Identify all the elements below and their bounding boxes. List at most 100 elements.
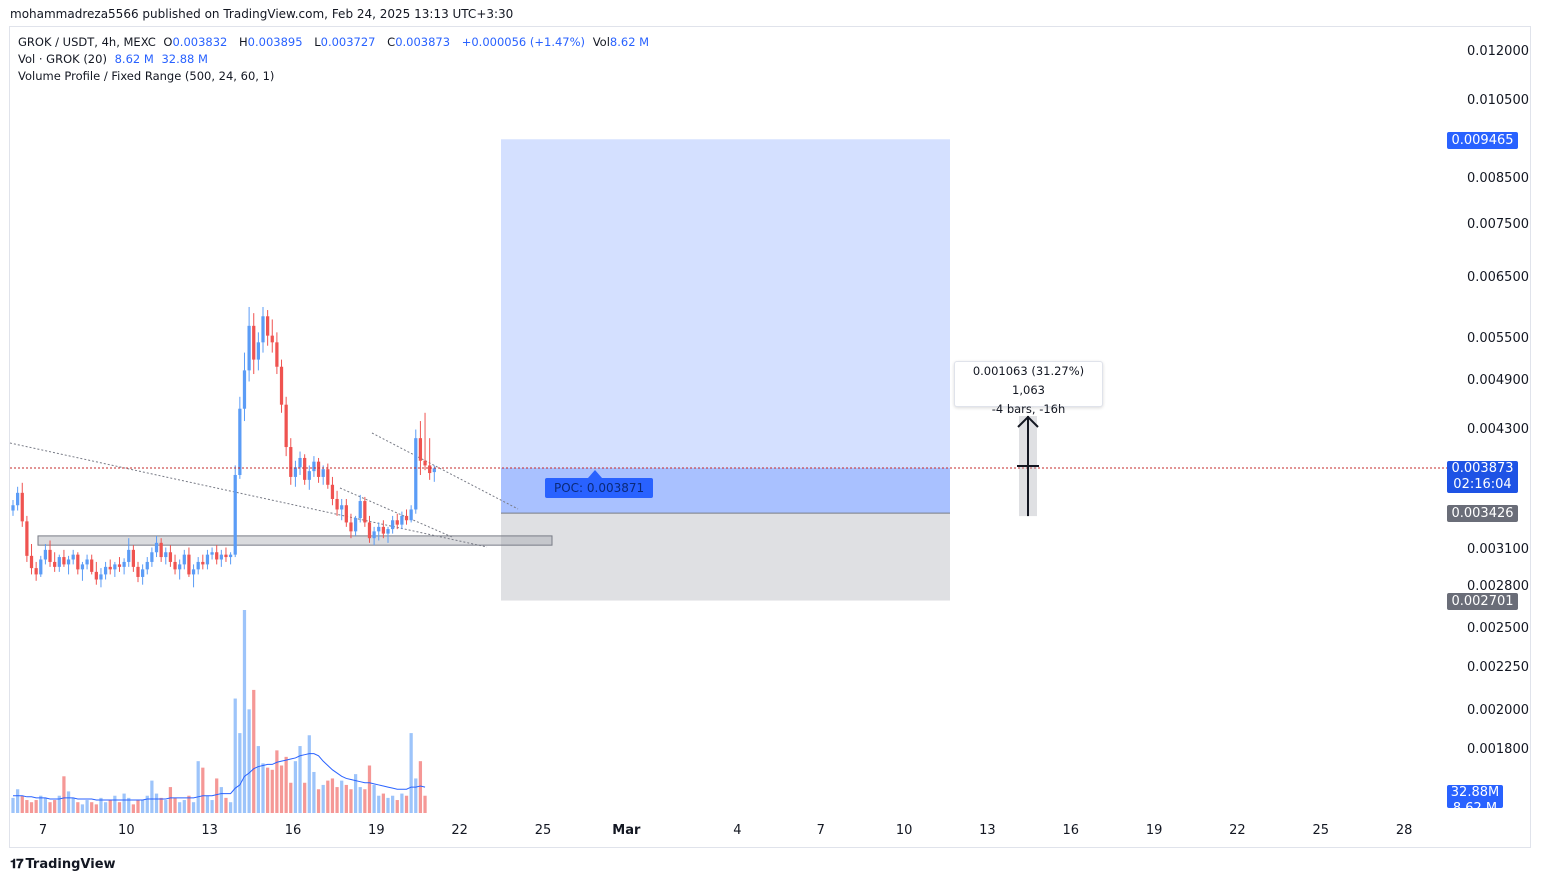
candle-body [99, 574, 103, 580]
volume-legend[interactable]: Vol · GROK (20) 8.62 M 32.88 M [18, 52, 212, 66]
time-axis-label: 28 [1395, 823, 1413, 838]
candle-body [205, 554, 210, 565]
candle-body [363, 501, 367, 523]
candle-body [270, 335, 274, 343]
volume-bar [409, 733, 413, 813]
volume-bar [182, 800, 186, 813]
candle-body [43, 549, 48, 560]
volume-bar [39, 795, 43, 813]
poc-pointer [588, 470, 602, 478]
candle-body [340, 505, 344, 510]
candle-body [76, 554, 80, 570]
tradingview-logo[interactable]: 𝟏𝟕 TradingView [10, 857, 116, 872]
volume-bar [76, 802, 80, 813]
time-axis-label: 13 [201, 823, 218, 838]
candle-body [233, 474, 237, 555]
volume-bar [178, 802, 182, 813]
stop-zone [501, 513, 950, 601]
candle-body [191, 569, 196, 575]
volume-bar [108, 800, 112, 813]
volume-bar [330, 778, 335, 813]
candle-body [289, 447, 293, 477]
candle-body [275, 342, 279, 367]
volume-bar [372, 784, 376, 813]
volume-bar [395, 800, 399, 813]
legend-h-value: 0.003895 [247, 35, 303, 49]
candle-body [307, 471, 311, 480]
volume-bar [11, 797, 15, 813]
candle-body [423, 460, 427, 466]
volume-bar [191, 802, 196, 813]
candle-body [224, 554, 228, 558]
candle-body [409, 509, 413, 521]
volume-bar [414, 778, 418, 813]
legend-l-label: L [314, 35, 321, 49]
volume-bar [358, 787, 362, 813]
volume-bar [381, 793, 385, 813]
candle-body [131, 549, 135, 567]
volume-bar [335, 787, 339, 813]
time-axis-label: 4 [733, 823, 742, 838]
volume-bar [349, 789, 353, 813]
volume-bar [48, 802, 52, 813]
bar-countdown: 02:16:04 [1453, 477, 1512, 492]
candle-body [247, 325, 251, 371]
candle-body [312, 461, 316, 472]
volume-bar [261, 763, 265, 813]
time-axis-label: 16 [1062, 823, 1080, 838]
volume-bar [113, 795, 117, 813]
candle-body [303, 457, 307, 480]
volume-ma-tag: 32.88M 8.62 M [1447, 785, 1503, 808]
time-axis-label: 25 [1312, 823, 1330, 838]
volume-bar [266, 767, 270, 813]
volume-bar [391, 795, 395, 813]
candle-body [261, 316, 265, 343]
candle-body [252, 325, 256, 360]
price-axis-label: 0.003100 [1466, 541, 1529, 557]
price-axis-label: 0.005500 [1466, 330, 1529, 346]
time-axis-label: 19 [368, 823, 385, 838]
volume-bar [289, 782, 293, 813]
volume-ma-tag-value: 32.88M [1450, 785, 1500, 800]
candle-body [377, 526, 381, 532]
trendline-long [9, 442, 488, 548]
chart-frame [9, 26, 1531, 848]
volume-bar [117, 802, 122, 813]
volume-bar [256, 746, 260, 813]
candle-body [94, 571, 98, 580]
volume-bar [423, 795, 427, 813]
volume-bar [363, 789, 367, 813]
candle-body [16, 492, 20, 506]
volume-bar [404, 795, 409, 813]
volume-bar [242, 610, 247, 813]
volume-bar [386, 797, 390, 813]
candle-body [122, 561, 126, 567]
entry-price-tag: 0.003426 [1447, 505, 1518, 522]
volume-bar [252, 689, 256, 813]
volume-bar [187, 795, 191, 813]
volume-bar [136, 800, 140, 813]
measure-line-1: 0.001063 (31.27%) 1,063 [972, 364, 1085, 397]
volume-bar [66, 791, 71, 813]
candle-body [90, 559, 94, 572]
volume-bar [400, 793, 404, 813]
support-zone [37, 535, 553, 546]
volume-profile-legend[interactable]: Volume Profile / Fixed Range (500, 24, 6… [18, 69, 278, 83]
volume-bar [53, 800, 57, 813]
measure-arrow-head [1017, 415, 1039, 428]
candle-body [367, 522, 372, 539]
legend-symbol[interactable]: GROK / USDT, 4h, MEXC [18, 35, 156, 49]
volume-bar [90, 802, 94, 813]
stop-price-tag: 0.002701 [1447, 593, 1518, 610]
tradingview-brand: TradingView [25, 857, 116, 872]
candle-body [154, 542, 159, 553]
measure-line-2: -4 bars, -16h [991, 402, 1066, 416]
volume-bar [34, 800, 38, 813]
volume-bar [85, 800, 89, 813]
volume-bar [321, 784, 325, 813]
candle-body [201, 561, 205, 565]
volume-bar [303, 782, 307, 813]
volume-bar [43, 797, 48, 813]
candle-body [29, 555, 34, 569]
